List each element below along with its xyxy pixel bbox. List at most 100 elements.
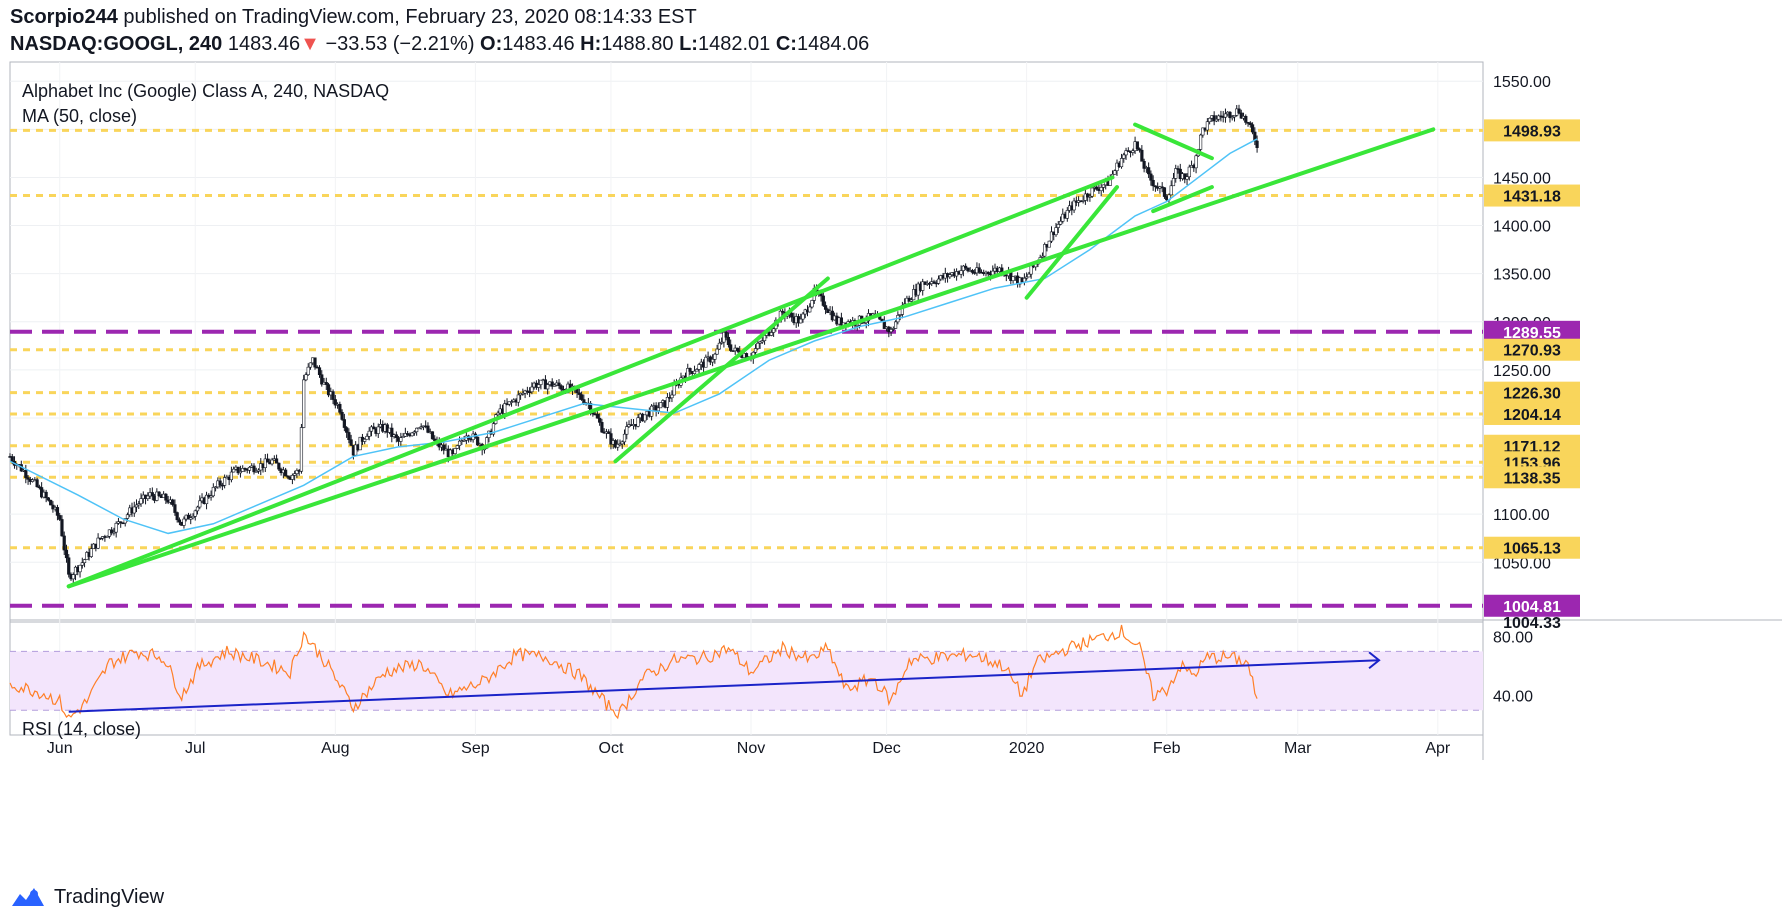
horizontal-levels (10, 128, 1483, 608)
candle-body (401, 436, 405, 438)
down-arrow-icon: ▼ (300, 33, 320, 55)
high-value: 1488.80 (601, 33, 674, 55)
candle-body (363, 438, 367, 442)
candle-body (430, 431, 435, 440)
candle-body (496, 412, 500, 416)
candle-body (46, 497, 51, 501)
candle-body (49, 499, 53, 506)
candle-body (67, 557, 71, 575)
candle-body (223, 477, 227, 486)
candle-body (80, 562, 84, 566)
candle-body (1122, 154, 1126, 159)
trendlines (66, 122, 1436, 589)
price-level-tag (1484, 381, 1580, 404)
candle-body (1049, 231, 1054, 242)
candle-body (164, 493, 168, 501)
candle-body (618, 443, 622, 446)
author-name[interactable]: Scorpio244 (10, 6, 118, 28)
candle-body (455, 445, 459, 449)
rsi-trendline (68, 659, 1380, 713)
candle-body (959, 270, 963, 275)
candle-body (758, 341, 762, 344)
candle-body (1101, 184, 1106, 188)
candle-body (1124, 150, 1128, 156)
candle-body (110, 529, 114, 534)
candle-body (78, 564, 82, 573)
candle-body (821, 295, 825, 306)
candle-body (936, 278, 941, 284)
candle-body (105, 536, 109, 538)
candle-body (270, 459, 274, 465)
candle-body (89, 548, 93, 557)
candle-body (932, 281, 936, 284)
candle-body (229, 471, 234, 481)
trendline (1133, 122, 1214, 161)
candle-body (964, 265, 968, 269)
price-level-tag (1484, 402, 1580, 425)
candle-body (308, 362, 313, 368)
candle-body (58, 515, 62, 520)
candle-body (71, 574, 75, 580)
time-tick-label: 2020 (1009, 740, 1045, 757)
candle-body (333, 399, 337, 406)
candle-body (171, 499, 175, 505)
candle-body (347, 432, 351, 441)
candle-body (1072, 200, 1076, 211)
candle-body (462, 439, 466, 442)
candle-body (265, 458, 270, 463)
time-tick-label: Jul (185, 740, 205, 757)
candle-body (898, 314, 902, 316)
candle-body (457, 440, 462, 446)
tradingview-footer[interactable]: TradingView (10, 884, 164, 910)
candle-body (62, 535, 66, 551)
candle-body (713, 353, 717, 360)
rsi-arrow-icon (1368, 651, 1381, 670)
candle-body (195, 506, 200, 512)
candle-body (643, 414, 647, 422)
candle-body (35, 479, 39, 488)
time-tick-label: Nov (737, 740, 765, 757)
candle-body (340, 411, 344, 420)
candle-body (173, 504, 177, 513)
candle-body (948, 274, 952, 278)
price-tick-label: 1100.00 (1493, 507, 1550, 524)
candle-body (376, 426, 380, 434)
candle-body (1090, 187, 1094, 197)
trendline (1151, 185, 1214, 214)
grid-lines (10, 62, 1483, 735)
candle-body (365, 436, 369, 440)
ma-line (9, 138, 1258, 535)
candle-body (453, 448, 457, 454)
symbol-label: NASDAQ:GOOGL, 240 (10, 33, 223, 55)
candle-body (695, 369, 699, 372)
price-level-tag-text: 1431.18 (1503, 189, 1561, 206)
candle-body (1065, 210, 1069, 219)
price-level-tag (1484, 320, 1580, 343)
high-label: H: (580, 33, 602, 55)
candle-body (1232, 114, 1237, 118)
price-axis[interactable]: 1050.001100.001150.001200.001250.001300.… (1484, 74, 1580, 706)
candle-body (1253, 131, 1257, 142)
candle-body (726, 336, 731, 345)
candle-body (1058, 220, 1063, 225)
time-axis[interactable]: Jun Jul Aug Sep Oct Nov Dec 2020 Feb Mar Apr (47, 740, 1451, 757)
brand-name: TradingView (54, 885, 165, 908)
candle-body (1223, 113, 1228, 118)
candle-body (317, 367, 322, 376)
candle-body (672, 384, 676, 396)
rsi-tick-label: 80.00 (1493, 630, 1533, 647)
candle-body (132, 506, 136, 514)
candle-body (760, 340, 764, 343)
price-tick-label: 1050.00 (1493, 555, 1551, 572)
candle-body (1187, 166, 1191, 178)
candle-body (720, 341, 724, 344)
candle-body (1119, 158, 1124, 168)
candle-body (507, 401, 511, 405)
candle-body (528, 391, 532, 394)
candle-body (186, 514, 191, 520)
candle-body (799, 318, 803, 324)
price-level-tag (1484, 594, 1580, 617)
candle-body (367, 430, 371, 437)
candle-body (349, 439, 353, 446)
